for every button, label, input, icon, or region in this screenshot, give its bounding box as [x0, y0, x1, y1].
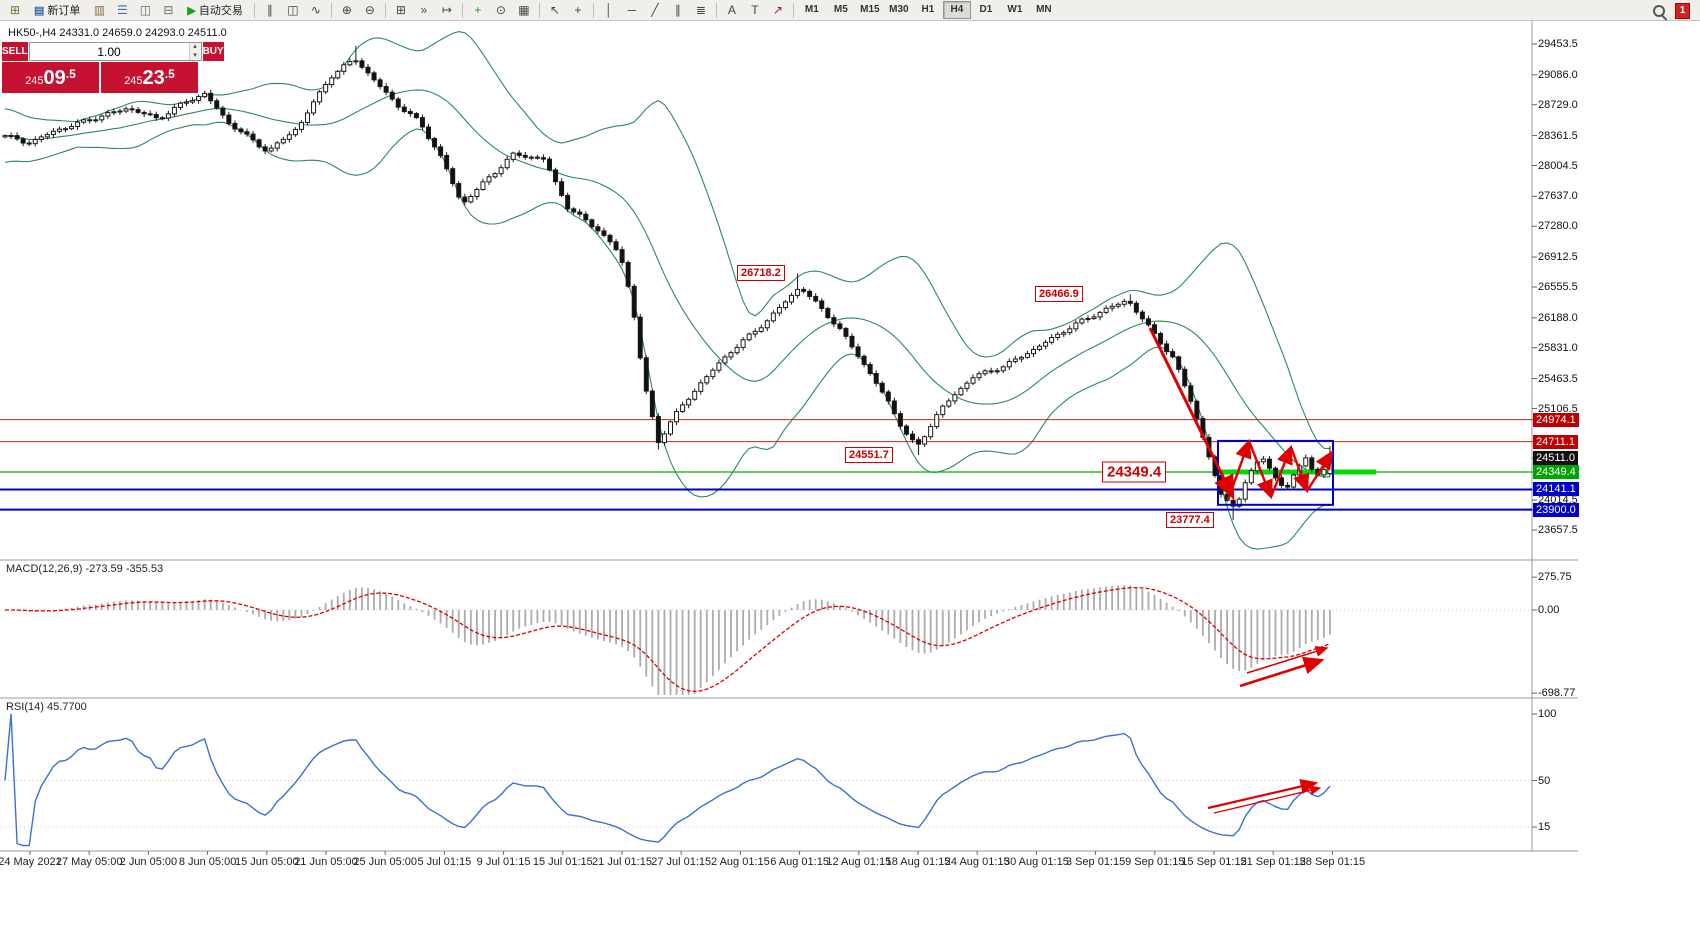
price-digits: 09 [43, 66, 66, 89]
chart-shift-icon[interactable]: ↦ [441, 3, 452, 17]
timeframe-m1[interactable]: M1 [804, 4, 819, 15]
sell-button[interactable]: SELL [2, 42, 28, 61]
toolbar: ⊞ ▤ 新订单 ▥ ☰ ◫ ⊟ ▶ 自动交易 ∥ ◫ ∿ ⊕ ⊖ ⊞ » ↦ + ⊙ ▦ ↖ + │ ─ ╱ ∥ ≣ A T ↗ M1 M5 M… [0, 0, 1700, 21]
notification-badge[interactable]: 1 [1675, 3, 1690, 19]
bar-chart-icon[interactable]: ∥ [266, 3, 273, 17]
profiles-icon[interactable]: ▥ [93, 3, 106, 17]
volume-input[interactable] [29, 43, 189, 60]
timeframe-d1[interactable]: D1 [979, 4, 993, 15]
toolbar-separator [715, 2, 717, 18]
tile-windows-icon[interactable]: ⊞ [395, 3, 406, 17]
vertical-line-icon[interactable]: │ [605, 3, 613, 17]
search-icon[interactable] [1652, 4, 1667, 19]
new-chart-icon[interactable]: ⊞ [9, 3, 21, 17]
horizontal-line-icon[interactable]: ─ [627, 3, 637, 17]
rsi-panel[interactable] [0, 698, 1532, 851]
templates-icon[interactable]: ▦ [518, 3, 530, 17]
auto-trading-icon: ▶ [187, 4, 196, 17]
price-annotation[interactable]: 23777.4 [1166, 511, 1214, 528]
timeframe-w1[interactable]: W1 [1007, 4, 1023, 15]
text-icon[interactable]: A [727, 3, 736, 17]
auto-trading-button[interactable]: ▶ 自动交易 [180, 0, 249, 20]
volume-up-arrow[interactable]: ▴ [189, 43, 201, 52]
bollinger-bands [4, 31, 1330, 550]
price-annotation[interactable]: 24349.4 [1102, 461, 1167, 483]
new-order-button[interactable]: ▤ 新订单 [27, 0, 87, 20]
terminal-icon[interactable]: ⊟ [163, 3, 174, 17]
navigator-icon[interactable]: ◫ [139, 3, 152, 17]
price-scale[interactable] [1532, 21, 1578, 851]
chart-area[interactable] [0, 21, 1532, 560]
cursor-icon[interactable]: ↖ [549, 3, 560, 17]
toolbar-separator [330, 2, 332, 18]
consolidation-rectangle[interactable] [1217, 439, 1334, 506]
price-annotation[interactable]: 26466.9 [1035, 286, 1083, 303]
price-digits: .5 [65, 66, 76, 81]
periods-icon[interactable]: ⊙ [495, 3, 506, 17]
timeframe-h1[interactable]: H1 [921, 4, 935, 15]
macd-signal-line [5, 586, 1331, 693]
toolbar-separator [792, 2, 794, 18]
auto-scroll-icon[interactable]: » [420, 3, 428, 17]
text-label-icon[interactable]: T [751, 3, 759, 17]
price-annotation[interactable]: 24551.7 [845, 447, 893, 464]
panel-separators [0, 21, 1578, 852]
new-order-label: 新订单 [47, 5, 81, 17]
macd-histogram [10, 585, 1331, 695]
price-digits: .5 [164, 66, 175, 81]
timeframe-m30[interactable]: M30 [889, 4, 909, 15]
trend-arrows[interactable] [1148, 327, 1334, 814]
timeframe-m5[interactable]: M5 [833, 4, 848, 15]
arrows-icon[interactable]: ↗ [772, 3, 783, 17]
price-annotation[interactable]: 26718.2 [737, 265, 785, 282]
timeframe-m15[interactable]: M15 [860, 4, 880, 15]
volume-spinner: ▴ ▾ [188, 43, 201, 60]
auto-trading-label: 自动交易 [198, 5, 243, 17]
volume-field: ▴ ▾ [28, 42, 202, 61]
macd-panel[interactable] [0, 560, 1532, 698]
timeframe-mn[interactable]: MN [1036, 4, 1052, 15]
zoom-in-icon[interactable]: ⊕ [341, 3, 352, 17]
price-digits: 245 [25, 74, 44, 87]
toolbar-separator [538, 2, 540, 18]
price-digits: 23 [142, 66, 165, 89]
indicators-icon[interactable]: + [474, 3, 482, 17]
toolbar-separator [592, 2, 594, 18]
buy-price[interactable]: 245 23.5 [101, 62, 198, 93]
candles-layer [2, 45, 1333, 520]
toolbar-right: 1 [1652, 3, 1690, 19]
timeframe-h4[interactable]: H4 [942, 1, 971, 19]
toolbar-separator [384, 2, 386, 18]
buy-button[interactable]: BUY [202, 42, 224, 61]
market-watch-icon[interactable]: ☰ [117, 3, 128, 17]
sell-price[interactable]: 245 09.5 [2, 62, 99, 93]
equidistant-channel-icon[interactable]: ∥ [674, 3, 681, 17]
price-digits: 245 [124, 74, 143, 87]
toolbar-separator [253, 2, 255, 18]
trendline-icon[interactable]: ╱ [651, 3, 659, 17]
crosshair-icon[interactable]: + [574, 3, 582, 17]
fibonacci-icon[interactable]: ≣ [695, 3, 706, 17]
rsi-line [4, 713, 1331, 847]
time-scale[interactable] [0, 851, 1578, 871]
toolbar-separator [461, 2, 463, 18]
candlestick-chart-icon[interactable]: ◫ [287, 3, 299, 17]
new-order-icon: ▤ [34, 4, 45, 17]
zoom-out-icon[interactable]: ⊖ [364, 3, 375, 17]
volume-down-arrow[interactable]: ▾ [189, 51, 201, 60]
toolbar-items: ⊞ ▤ 新订单 ▥ ☰ ◫ ⊟ ▶ 自动交易 ∥ ◫ ∿ ⊕ ⊖ ⊞ » ↦ + ⊙ ▦ ↖ + │ ─ ╱ ∥ ≣ A T ↗ M1 M5 M… [4, 0, 1058, 20]
line-chart-icon[interactable]: ∿ [310, 3, 321, 17]
